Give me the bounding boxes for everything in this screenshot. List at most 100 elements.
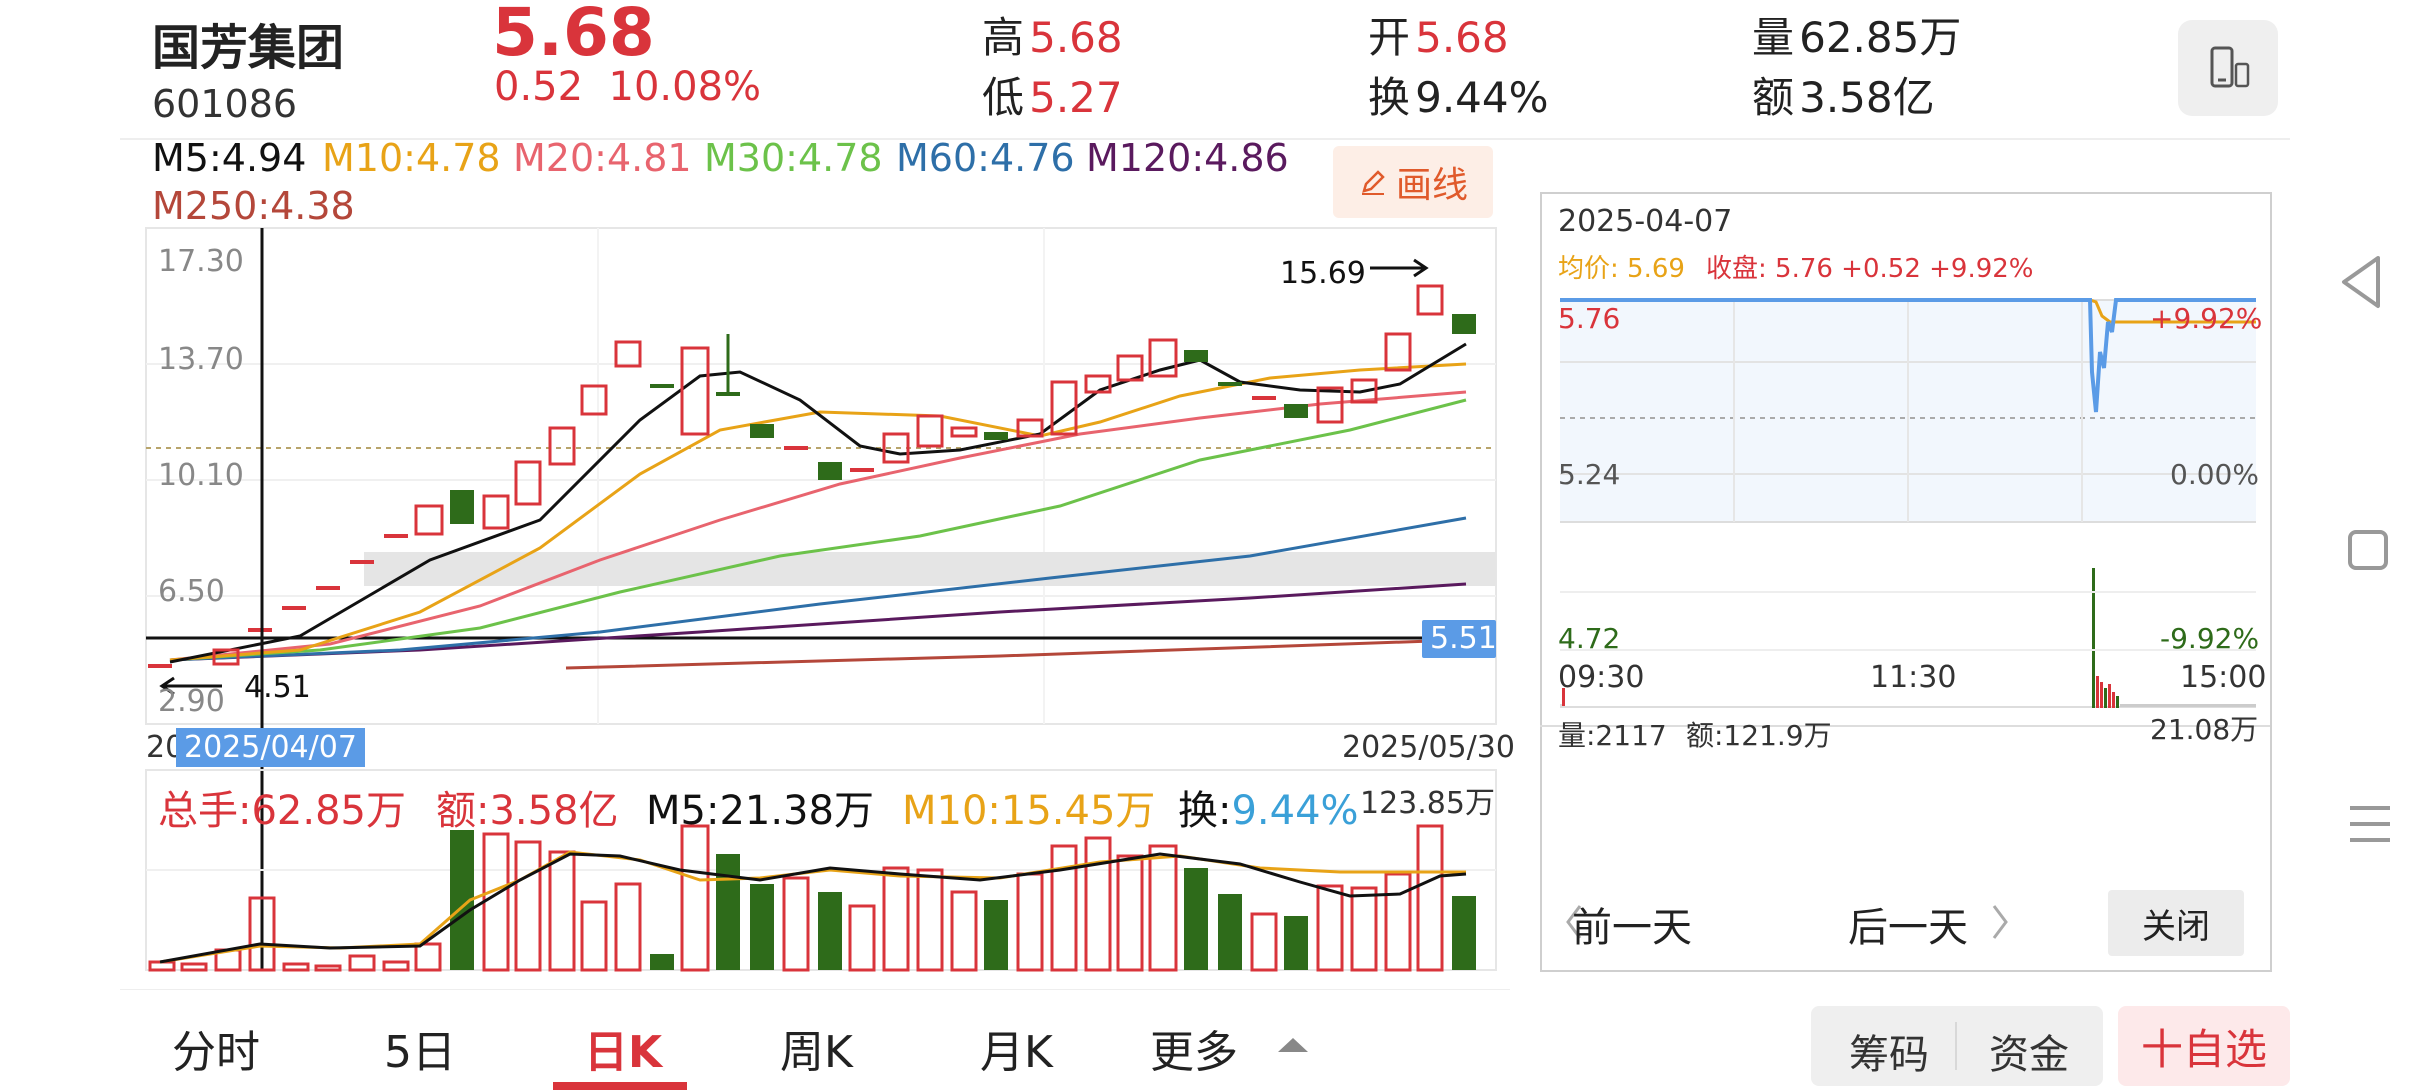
stock-name: 国芳集团	[152, 20, 345, 76]
max-arrow-head	[1413, 258, 1429, 278]
tab-daily-k[interactable]: 日K	[584, 1027, 663, 1078]
tab-more[interactable]: 更多	[1150, 1027, 1238, 1078]
turnover-label: 换	[1368, 73, 1411, 122]
close-button[interactable]: 关闭	[2108, 890, 2244, 956]
button-divider	[1955, 1022, 1957, 1070]
ma10-line	[169, 362, 1467, 662]
candle	[1084, 374, 1112, 394]
candle	[384, 534, 408, 538]
candle	[882, 432, 910, 464]
amount-label: 额	[1752, 73, 1795, 122]
volume-bar	[782, 876, 810, 972]
next-day-button[interactable]: 后一天	[1848, 905, 1968, 951]
candle	[482, 494, 510, 530]
change-percent: 10.08%	[608, 64, 762, 110]
volume-bar	[750, 884, 774, 970]
candle	[984, 432, 1008, 440]
volume-bar	[548, 850, 576, 972]
intraday-vol-bar	[2100, 682, 2103, 708]
tab-monthly-k[interactable]: 月K	[980, 1027, 1053, 1078]
intraday-t-end: 15:00	[2180, 660, 2267, 695]
candle	[1416, 284, 1444, 316]
add-watchlist-button[interactable]: 十自选	[2118, 1006, 2290, 1086]
min-price-label: 4.51	[244, 670, 311, 705]
chips-button[interactable]: 筹码	[1849, 1032, 1929, 1078]
nav-menu-icon[interactable]	[2346, 800, 2394, 848]
volume-bar	[248, 896, 276, 972]
intraday-vol-bar	[2096, 676, 2099, 708]
kline-frame	[145, 227, 1497, 725]
prev-day-button[interactable]: 前一天	[1572, 905, 1692, 951]
volume-bar	[514, 840, 542, 972]
volume-bar	[180, 962, 208, 972]
tab-5day[interactable]: 5日	[384, 1027, 456, 1078]
intraday-vol-bar	[2104, 688, 2107, 708]
candle	[1050, 380, 1078, 436]
chip-band	[364, 552, 1496, 586]
high-value: 5.68	[1029, 13, 1123, 62]
y-tick: 10.10	[158, 458, 244, 493]
candle	[850, 468, 874, 472]
amount-stat: 额 3.58亿	[1752, 64, 1935, 125]
volume-bar	[1084, 836, 1112, 972]
volume-stat: 量 62.85万	[1752, 4, 1961, 65]
volume-bar	[950, 890, 978, 972]
chevron-left-icon	[1566, 905, 1582, 939]
intraday-pct-mid: 0.00%	[2170, 458, 2259, 491]
intraday-vol-bar	[2108, 684, 2111, 708]
intraday-chart	[1540, 298, 2270, 939]
tab-timeshare[interactable]: 分时	[172, 1027, 260, 1078]
funds-button[interactable]: 资金	[1989, 1032, 2069, 1078]
current-line-box	[1422, 620, 1496, 658]
volume-bar	[1218, 894, 1242, 970]
ma10-legend: M10:4.78	[322, 136, 501, 180]
candle	[350, 560, 374, 564]
vol-axis	[1560, 704, 1562, 706]
vol-turnover: 换:9.44%	[1178, 778, 1359, 836]
volume-bar	[482, 832, 510, 972]
max-price-label: 15.69	[1280, 256, 1366, 291]
volume-bar	[1016, 872, 1044, 972]
high-stat: 高 5.68	[982, 4, 1123, 65]
vol-amount: 额:3.58亿	[436, 788, 619, 834]
pen-icon	[1361, 170, 1385, 195]
volume-bar	[984, 900, 1008, 970]
ma20-line	[169, 390, 1467, 662]
add-watchlist-label: 十自选	[2140, 1024, 2267, 1074]
nav-back-icon[interactable]	[2336, 252, 2388, 312]
volume-bar	[1416, 824, 1444, 972]
draw-line-button[interactable]: 画线	[1333, 146, 1493, 218]
intraday-avg: 均价: 5.69	[1558, 254, 1685, 284]
candle	[716, 392, 740, 396]
intraday-pct-top: +9.92%	[2150, 302, 2263, 335]
nav-home-icon[interactable]	[2346, 528, 2390, 576]
kline-chart[interactable]	[0, 0, 1530, 990]
vol-max: 123.85万	[1360, 786, 1495, 821]
intraday-vol-bar	[2116, 696, 2119, 708]
y-tick: 2.90	[158, 684, 225, 719]
triangle-up-icon[interactable]	[1276, 1034, 1310, 1056]
volume-value: 62.85万	[1799, 13, 1962, 62]
volume-bar	[1250, 912, 1278, 972]
low-value: 5.27	[1029, 73, 1123, 122]
vol-m5: M5:21.38万	[646, 788, 874, 834]
chips-funds-group: 筹码 资金	[1811, 1006, 2103, 1086]
y-tick: 17.30	[158, 244, 244, 279]
open-label: 开	[1368, 13, 1411, 62]
intraday-y-top: 5.76	[1558, 302, 1621, 335]
vol-m10-line	[159, 850, 1466, 964]
volume-label: 量	[1752, 13, 1795, 62]
volume-bar	[716, 854, 740, 970]
intraday-vol-bar	[2092, 568, 2095, 708]
candle	[1116, 354, 1144, 382]
candle	[1184, 350, 1208, 362]
open-value: 5.68	[1415, 13, 1509, 62]
candle	[548, 426, 576, 466]
tab-weekly-k[interactable]: 周K	[780, 1027, 853, 1078]
candle	[650, 384, 674, 388]
intraday-date: 2025-04-07	[1558, 204, 1733, 239]
landscape-toggle-button[interactable]	[2178, 20, 2278, 116]
volume-bar	[1284, 916, 1308, 970]
candle	[680, 346, 710, 436]
vol-m5-line	[159, 852, 1467, 964]
